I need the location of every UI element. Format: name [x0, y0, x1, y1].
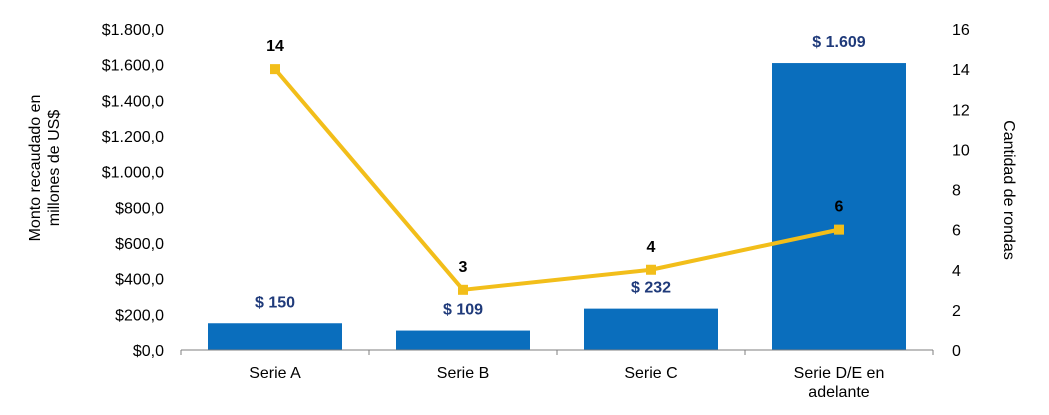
y-left-tick-label: $800,0 [115, 200, 164, 217]
line-data-label: 3 [459, 259, 468, 276]
line-series-path [273, 67, 840, 292]
y-left-axis-title: Monto recaudado en millones de US$ [27, 95, 63, 242]
y-right-tick-label: 14 [952, 62, 970, 79]
line-point-1 [270, 64, 280, 75]
y-left-tick-label: $1.200,0 [102, 129, 164, 146]
bar-3 [584, 308, 718, 350]
bar-4 [772, 63, 906, 350]
x-tick-label: Serie D/E en [794, 365, 885, 382]
y-left-axis-title-line: millones de US$ [46, 110, 63, 227]
bar-data-label: $ 150 [255, 294, 295, 311]
y-right-tick-label: 2 [952, 303, 961, 320]
line-point-3 [646, 264, 656, 275]
y-right-tick-label: 10 [952, 142, 970, 159]
y-left-tick-label: $1.000,0 [102, 165, 164, 182]
y-right-tick-label: 6 [952, 223, 961, 240]
y-left-tick-label: $0,0 [133, 343, 164, 360]
y-left-tick-label: $400,0 [115, 272, 164, 289]
line-point-4 [834, 224, 844, 235]
y-right-tick-label: 12 [952, 102, 970, 119]
x-tick-label: Serie A [249, 365, 301, 382]
bar-data-label: $ 109 [443, 302, 483, 319]
bar-1 [208, 323, 342, 350]
y-left-tick-label: $200,0 [115, 307, 164, 324]
bar-2 [396, 330, 530, 350]
axes-group: Serie A Serie B Serie C Serie D/E en adelant… [27, 22, 1017, 401]
y-left-tick-label: $1.400,0 [102, 93, 164, 110]
bar-data-label: $ 1.609 [812, 34, 865, 51]
y-left-tick-label: $1.600,0 [102, 58, 164, 75]
line-data-label: 6 [835, 199, 844, 216]
y-left-tick-label: $1.800,0 [102, 22, 164, 39]
y-right-tick-label: 0 [952, 343, 961, 360]
y-right-tick-label: 4 [952, 263, 961, 280]
y-right-tick-label: 16 [952, 22, 970, 39]
bars-group [208, 63, 906, 350]
line-data-label: 14 [266, 38, 284, 55]
x-tick-label: adelante [808, 384, 869, 401]
labels-group: 14 3 4 6 $ 150 $ 109 $ 232 $ 1.609 [255, 34, 866, 319]
y-left-axis-title-line: Monto recaudado en [27, 95, 44, 242]
x-tick-label: Serie B [437, 365, 489, 382]
bar-data-label: $ 232 [631, 280, 671, 297]
y-right-axis-title: Cantidad de rondas [1000, 120, 1017, 260]
y-right-tick-label: 8 [952, 183, 961, 200]
line-point-2 [458, 284, 468, 295]
x-tick-label: Serie C [624, 365, 677, 382]
line-data-label: 4 [647, 239, 656, 256]
line-series-group [270, 64, 844, 295]
y-left-tick-label: $600,0 [115, 236, 164, 253]
